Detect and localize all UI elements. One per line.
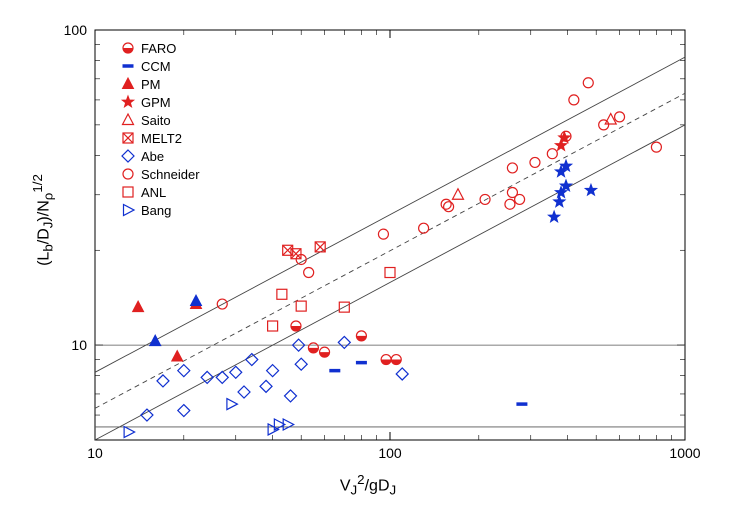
legend-item: FARO [115, 40, 200, 56]
svg-text:10: 10 [71, 337, 87, 353]
legend-label: PM [141, 77, 161, 92]
legend-label: Abe [141, 149, 164, 164]
legend-label: Bang [141, 203, 171, 218]
legend-item: CCM [115, 58, 200, 74]
svg-text:100: 100 [64, 22, 88, 38]
plot-svg: 10 100 1000 10 100 [0, 0, 736, 500]
legend-item: MELT2 [115, 130, 200, 146]
legend-label: GPM [141, 95, 171, 110]
legend: FARO CCM PM GPM Saito MELT2 Abe Schneider ANL Ban… [115, 40, 200, 220]
legend-label: CCM [141, 59, 171, 74]
legend-item: Bang [115, 202, 200, 218]
legend-item: Schneider [115, 166, 200, 182]
legend-label: Saito [141, 113, 171, 128]
legend-label: Schneider [141, 167, 200, 182]
legend-item: Saito [115, 112, 200, 128]
legend-label: ANL [141, 185, 166, 200]
legend-item: GPM [115, 94, 200, 110]
legend-label: FARO [141, 41, 176, 56]
legend-item: Abe [115, 148, 200, 164]
y-axis-label: (Lb/DJ)/Nρ1/2 [30, 120, 56, 320]
legend-item: PM [115, 76, 200, 92]
legend-label: MELT2 [141, 131, 182, 146]
svg-text:100: 100 [378, 445, 402, 461]
svg-text:10: 10 [87, 445, 103, 461]
svg-text:1000: 1000 [669, 445, 700, 461]
x-axis-label: VJ2/gDJ [0, 472, 736, 498]
scatter-chart: 10 100 1000 10 100 VJ2/gDJ (Lb/DJ)/Nρ1/2 FAR… [0, 0, 736, 500]
legend-item: ANL [115, 184, 200, 200]
